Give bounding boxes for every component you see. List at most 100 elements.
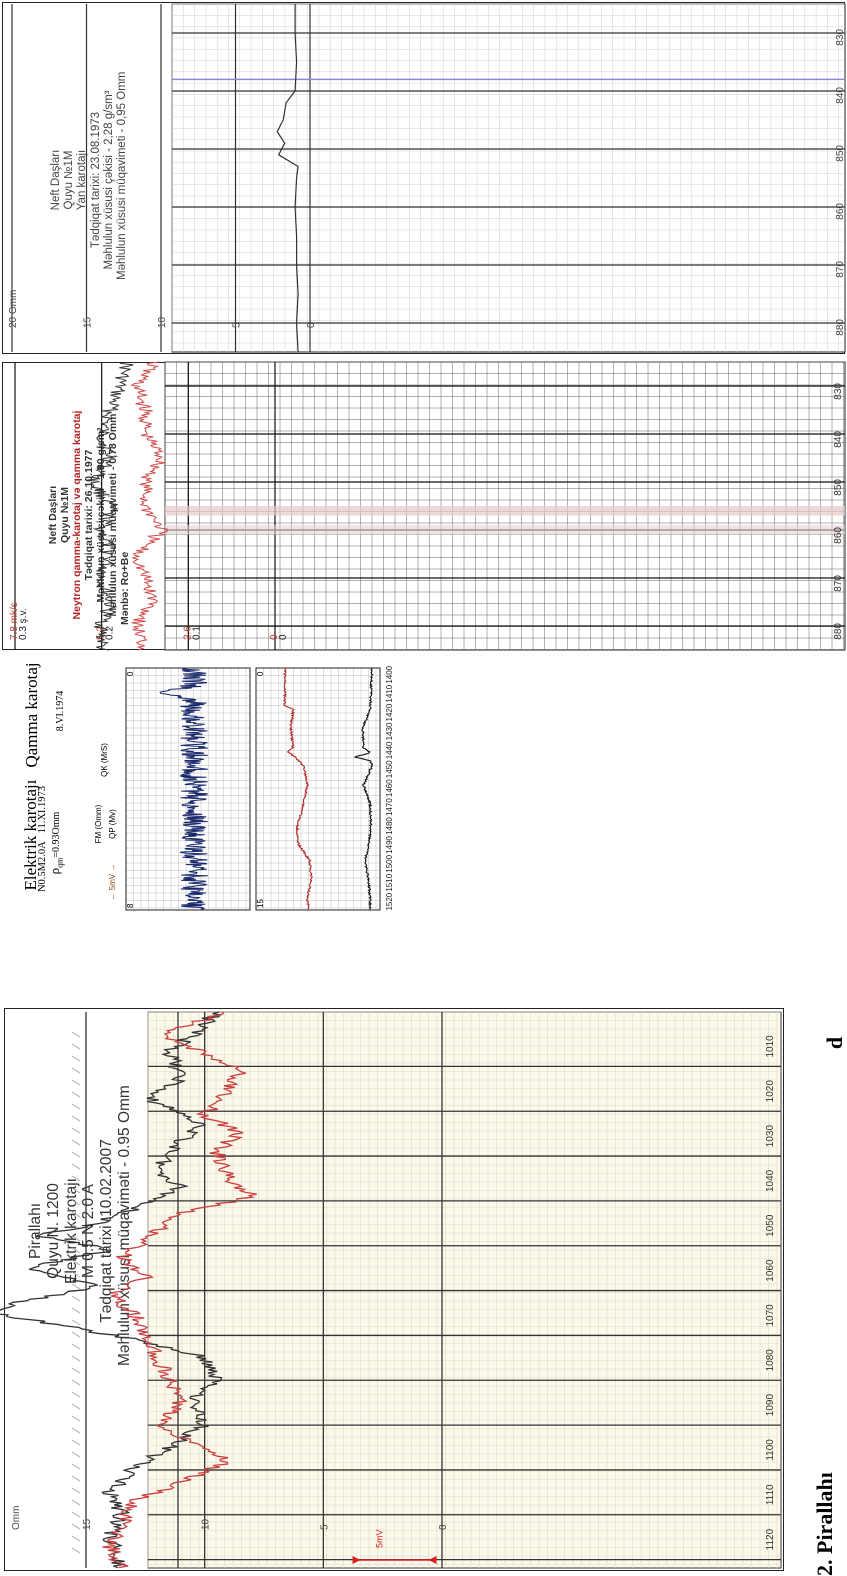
hatch-mark bbox=[71, 1535, 81, 1542]
hatch-mark bbox=[71, 1091, 81, 1098]
hatch-mark bbox=[71, 1103, 81, 1110]
tick-label-red: 5.2 bbox=[96, 626, 107, 640]
hatch-mark bbox=[71, 1511, 81, 1518]
tick-label-black: 0 bbox=[278, 634, 289, 640]
tick-label: 860 bbox=[833, 527, 844, 544]
hatch-mark bbox=[71, 1439, 81, 1446]
tick-label: Omm bbox=[11, 1506, 22, 1530]
hatch-mark bbox=[71, 1271, 81, 1278]
hatch-mark bbox=[71, 1451, 81, 1458]
tick-label: 830 bbox=[835, 29, 846, 46]
tick-label: 1460 bbox=[385, 779, 394, 797]
series-line bbox=[86, 361, 134, 651]
tick-label: 0 bbox=[438, 1524, 449, 1530]
tick-label: 880 bbox=[835, 319, 846, 336]
hatch-mark bbox=[71, 1391, 81, 1398]
tick-label: 1490 bbox=[385, 835, 394, 853]
sp-arrow-head bbox=[352, 1556, 361, 1564]
tick-label: 850 bbox=[833, 479, 844, 496]
hatch-mark bbox=[71, 1175, 81, 1182]
hatch-mark bbox=[71, 1199, 81, 1206]
series-line bbox=[130, 361, 169, 651]
chart-gamma-electric: 8 0 15 0 14001410142014301440145014601470148… bbox=[125, 665, 394, 911]
tick-label: 10 bbox=[201, 1518, 212, 1530]
tick-label: 1510 bbox=[385, 873, 394, 891]
panel-gamma-electric: Qamma karotaj 8.VI.1974 QK (MrS) Elektri… bbox=[0, 662, 847, 914]
tick-label: 850 bbox=[835, 145, 846, 162]
hatch-mark bbox=[71, 1031, 81, 1038]
panel-neutron-gamma-log: Neft Daşları Quyu №1M Neytron qamma-karo… bbox=[0, 361, 847, 651]
tick-label-black: 0.3 ş.v. bbox=[18, 609, 29, 641]
tick-label: 1500 bbox=[385, 854, 394, 872]
tick-label: 15 bbox=[83, 316, 94, 328]
series-line bbox=[282, 667, 313, 910]
hatch-mark bbox=[71, 1151, 81, 1158]
tick-label: 0 bbox=[126, 671, 135, 676]
hatch-mark bbox=[71, 1163, 81, 1170]
tick-label-red: 7.8 mk/s bbox=[9, 602, 20, 640]
hatch-mark bbox=[71, 1523, 81, 1530]
hatch-mark bbox=[71, 1247, 81, 1254]
plot-area bbox=[171, 3, 846, 353]
series-line bbox=[0, 1011, 223, 1569]
hatch-mark bbox=[71, 1187, 81, 1194]
tick-label: 1520 bbox=[385, 892, 394, 910]
plot-frame bbox=[125, 667, 251, 911]
hatch-mark bbox=[71, 1415, 81, 1422]
marker-band bbox=[165, 506, 845, 516]
series-line bbox=[102, 1011, 257, 1569]
sp-arrow-head bbox=[428, 1556, 437, 1564]
tick-label-black: 0.1 bbox=[191, 626, 202, 640]
series-line bbox=[159, 667, 208, 910]
figure-caption: 2. Pirallahı bbox=[812, 1472, 837, 1576]
hatch-mark bbox=[71, 1127, 81, 1134]
hatch-mark bbox=[71, 1427, 81, 1434]
hatch-mark bbox=[71, 1331, 81, 1338]
plot-area bbox=[255, 667, 381, 911]
plot-area bbox=[125, 667, 251, 911]
hatch-mark bbox=[71, 1295, 81, 1302]
hatch-mark bbox=[71, 1235, 81, 1242]
hatch-mark bbox=[71, 1067, 81, 1074]
tick-label: 1080 bbox=[765, 1349, 776, 1372]
tick-label: 1450 bbox=[385, 760, 394, 778]
tick-label: 1010 bbox=[765, 1035, 776, 1058]
hatch-mark bbox=[71, 1355, 81, 1362]
marker-band bbox=[165, 525, 845, 535]
tick-label: 15 bbox=[82, 1518, 93, 1530]
tick-label: 1060 bbox=[765, 1259, 776, 1282]
tick-label: 870 bbox=[835, 261, 846, 278]
hatch-mark bbox=[71, 1079, 81, 1086]
tick-label: 1030 bbox=[765, 1125, 776, 1148]
hatch-mark bbox=[71, 1343, 81, 1350]
tick-label: 1480 bbox=[385, 817, 394, 835]
hatch-mark bbox=[71, 1463, 81, 1470]
tick-label: 1020 bbox=[765, 1080, 776, 1103]
hatch-mark bbox=[71, 1259, 81, 1266]
tick-label-red: 2.6 bbox=[182, 626, 193, 640]
panel-pirallahi-electric-log: Pirallahı Quyu N. 1200 Elektrik karotajı… bbox=[0, 1008, 847, 1576]
hatch-mark bbox=[71, 1379, 81, 1386]
tick-label: 1100 bbox=[765, 1439, 776, 1461]
tick-label: 1090 bbox=[765, 1394, 776, 1417]
sp-label: 5mV bbox=[375, 1529, 385, 1548]
plot-frame bbox=[255, 667, 381, 911]
hatch-mark bbox=[71, 1319, 81, 1326]
tick-label: 830 bbox=[833, 383, 844, 400]
hatch-mark bbox=[71, 1055, 81, 1062]
hatch-mark bbox=[71, 1283, 81, 1290]
tick-label: 1440 bbox=[385, 741, 394, 759]
tick-label: 860 bbox=[835, 203, 846, 220]
chart-pirallahi: 0 5 10 15 Omm 1010 1020 1030 1040 1050 1060 1070 108… bbox=[0, 1011, 782, 1569]
hatch-mark bbox=[71, 1211, 81, 1218]
tick-label: 0 bbox=[256, 671, 265, 676]
hatch-mark bbox=[71, 1115, 81, 1122]
hatch-mark bbox=[71, 1367, 81, 1374]
tick-label: 1120 bbox=[765, 1528, 776, 1550]
tick-label-red: 0 bbox=[269, 634, 280, 640]
tick-label: 0 bbox=[306, 322, 317, 328]
tick-label: 8 bbox=[126, 903, 135, 908]
hatch-mark bbox=[71, 1139, 81, 1146]
chart-lateral-log: 0 5 10 15 20 Omm 830 840 850 860 870 880 bbox=[8, 3, 846, 353]
series-line bbox=[276, 4, 299, 353]
